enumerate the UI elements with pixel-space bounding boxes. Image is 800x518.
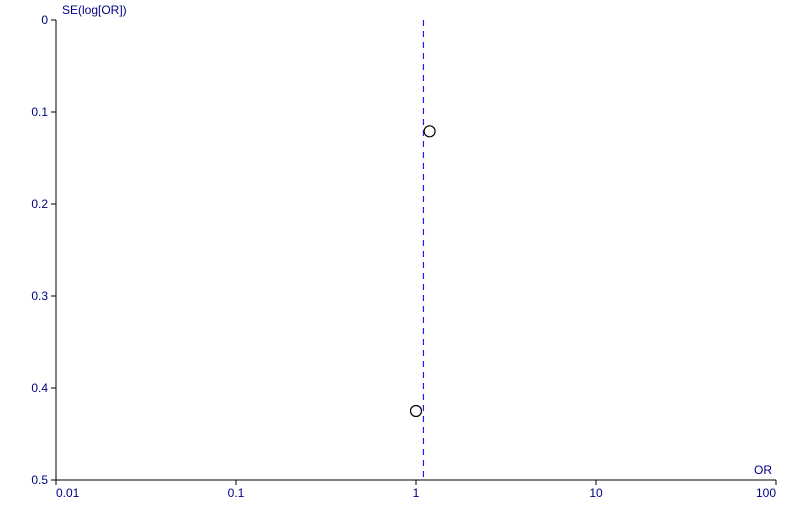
y-tick-label: 0.4 (31, 381, 48, 395)
x-tick-label: 0.01 (56, 486, 80, 500)
y-tick-label: 0.3 (31, 289, 48, 303)
funnel-plot: 0.01 0.1 1 10 100 0 0.1 0.2 0.3 0.4 0.5 SE(log[OR])… (0, 0, 800, 518)
plot-bg (0, 0, 800, 518)
y-axis-label: SE(log[OR]) (62, 3, 127, 17)
y-tick-label: 0.5 (31, 473, 48, 487)
x-tick-label: 0.1 (228, 486, 245, 500)
y-tick-label: 0.1 (31, 105, 48, 119)
x-tick-label: 10 (589, 486, 603, 500)
y-tick-label: 0.2 (31, 197, 48, 211)
x-tick-label: 100 (756, 486, 776, 500)
y-tick-label: 0 (41, 13, 48, 27)
x-axis-label: OR (754, 463, 772, 477)
x-tick-label: 1 (413, 486, 420, 500)
